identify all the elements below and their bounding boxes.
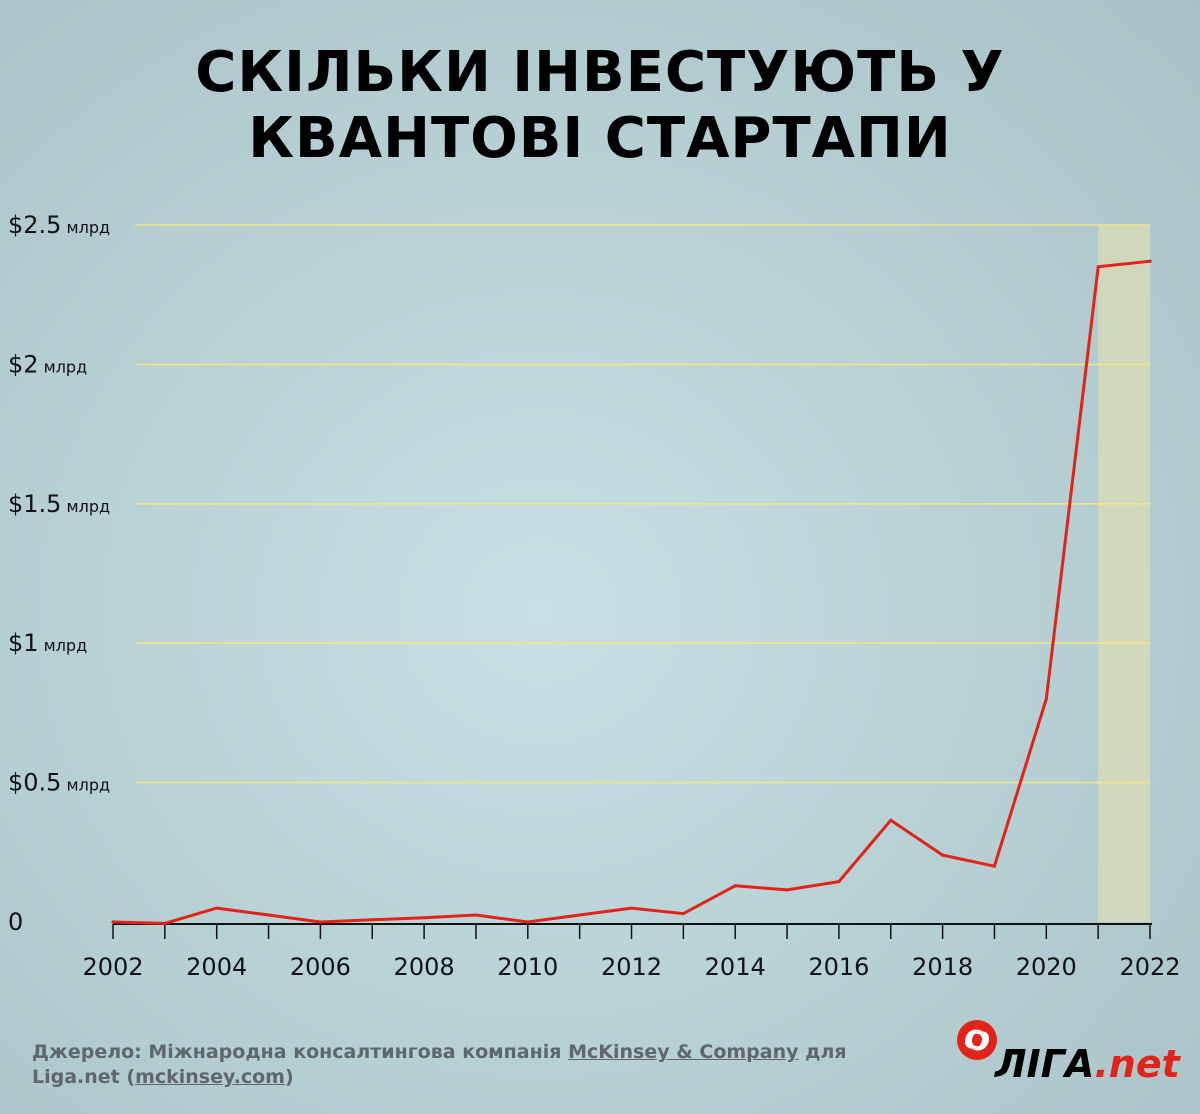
liga-logo-text-main: ЛІГА <box>995 1042 1095 1086</box>
data-point-2020 <box>1044 697 1048 701</box>
x-tick-label-2004: 2004 <box>186 953 247 981</box>
investment-line-chart: 0 $0.5 млрд $1 млрд $1.5 млрд $2 млрд $2.5 мл… <box>8 211 1181 981</box>
source-note: Джерело: Міжнародна консалтингова компан… <box>32 1040 912 1090</box>
x-tick-label-2020: 2020 <box>1016 953 1077 981</box>
source-site-link[interactable]: mckinsey.com <box>135 1066 285 1088</box>
series-line-0 <box>111 259 1152 925</box>
x-tick-label-2016: 2016 <box>808 953 869 981</box>
data-point-2004 <box>215 906 219 910</box>
x-tick-label-2014: 2014 <box>705 953 766 981</box>
x-tick-label-2012: 2012 <box>601 953 662 981</box>
data-point-2017 <box>889 818 893 822</box>
data-point-2015 <box>785 888 789 892</box>
data-point-2010 <box>526 920 530 924</box>
x-tick-label-2018: 2018 <box>912 953 973 981</box>
y-tick-label-4: $2 млрд <box>8 350 87 378</box>
source-company-link[interactable]: McKinsey & Company <box>568 1041 799 1063</box>
data-point-2014 <box>733 884 737 888</box>
data-point-2012 <box>630 906 633 910</box>
data-point-2016 <box>837 880 841 884</box>
title-line-2: КВАНТОВІ СТАРТАПИ <box>248 106 952 171</box>
data-point-2003 <box>163 921 167 925</box>
highlight-band <box>1098 225 1150 922</box>
x-tick-label-2010: 2010 <box>497 953 558 981</box>
liga-logo-text-accent: .net <box>1094 1042 1180 1086</box>
y-tick-label-1: $0.5 млрд <box>8 769 110 797</box>
source-middle: для Liga.net ( <box>32 1041 847 1088</box>
data-point-2018 <box>941 853 945 857</box>
y-tick-label-3: $1.5 млрд <box>8 490 110 518</box>
data-point-2021 <box>1096 265 1100 269</box>
data-point-2005 <box>267 913 271 917</box>
data-point-2022 <box>1148 259 1152 263</box>
source-suffix: ) <box>284 1066 294 1088</box>
x-tick-label-2008: 2008 <box>394 953 455 981</box>
x-tick-label-2002: 2002 <box>82 953 143 981</box>
data-point-2013 <box>681 912 685 916</box>
y-tick-label-2: $1 млрд <box>8 629 87 657</box>
x-tick-label-2022: 2022 <box>1119 953 1180 981</box>
title-line-1: СКІЛЬКИ ІНВЕСТУЮТЬ У <box>195 40 1005 105</box>
data-point-2011 <box>578 913 582 917</box>
y-tick-label-5: $2.5 млрд <box>8 211 110 239</box>
data-point-2007 <box>370 918 374 922</box>
data-point-2019 <box>992 864 996 868</box>
liga-logo-text: ЛІГА.net <box>995 1042 1180 1086</box>
data-point-2002 <box>111 920 115 924</box>
source-prefix: Джерело: Міжнародна консалтингова компан… <box>32 1041 569 1063</box>
data-point-2009 <box>474 913 478 917</box>
liga-logo-icon <box>957 1020 997 1060</box>
x-tick-label-2006: 2006 <box>290 953 351 981</box>
data-point-2008 <box>422 916 426 920</box>
y-tick-label-0: 0 <box>8 908 23 936</box>
liga-logo[interactable]: ЛІГА.net <box>955 1018 1180 1088</box>
page-title: СКІЛЬКИ ІНВЕСТУЮТЬ У КВАНТОВІ СТАРТАПИ <box>0 40 1200 172</box>
data-point-2006 <box>318 920 322 924</box>
